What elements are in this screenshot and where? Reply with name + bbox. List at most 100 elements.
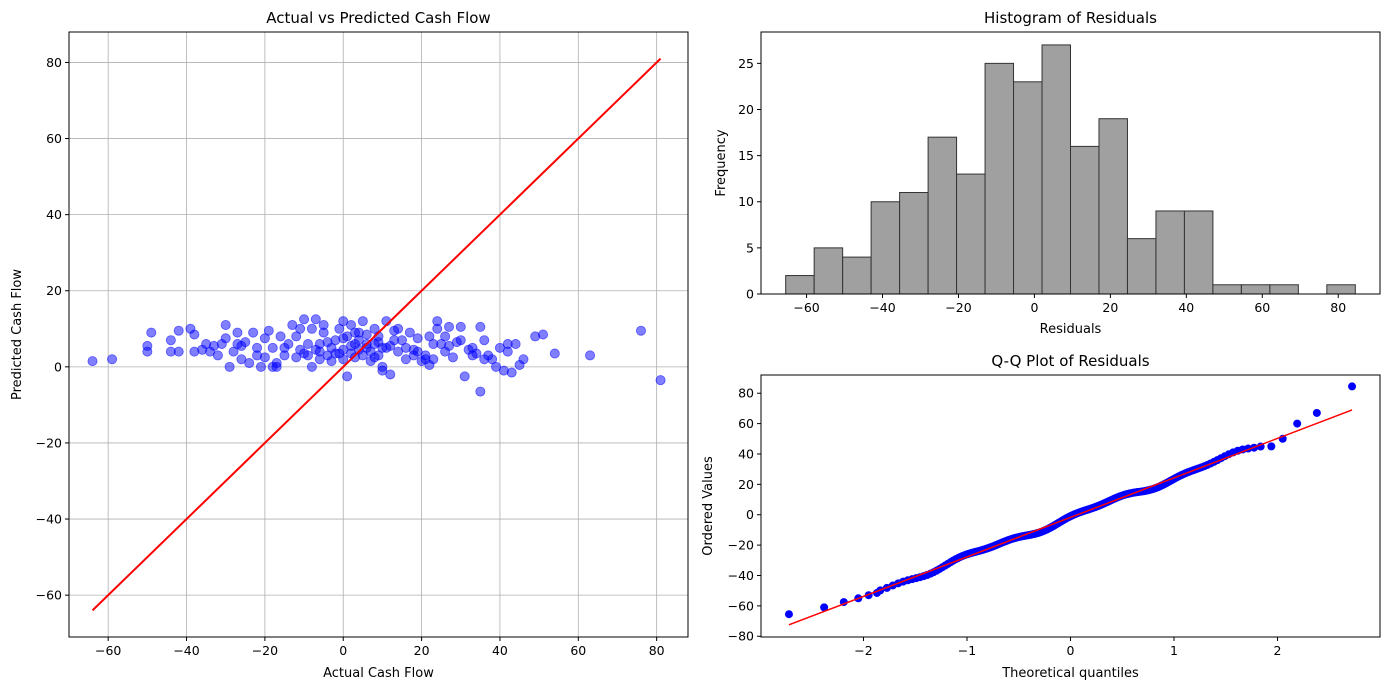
x-tick-label: 1 [1170, 643, 1178, 658]
scatter-point [236, 340, 247, 351]
histogram-bar [1126, 238, 1157, 295]
y-tick-label: 80 [738, 386, 754, 401]
scatter-point [655, 375, 666, 386]
y-tick-label: 15 [738, 148, 754, 163]
histogram-bar [1070, 145, 1100, 295]
histogram-bar [785, 275, 815, 295]
qq-y-ticks: −80 −60 −40 −20 0 20 40 60 80 [728, 386, 761, 644]
scatter-point [295, 323, 306, 334]
y-tick-label: −60 [728, 598, 754, 613]
x-tick-label: 20 [414, 643, 430, 658]
scatter-point [173, 346, 184, 357]
y-tick-label: 80 [46, 55, 62, 70]
histogram-bar [927, 136, 958, 295]
scatter-point [506, 367, 517, 378]
qq-title: Q-Q Plot of Residuals [991, 352, 1149, 370]
scatter-point [349, 339, 360, 350]
scatter-point [338, 333, 349, 344]
scatter-point [232, 327, 243, 338]
x-tick-label: 0 [1030, 300, 1038, 315]
y-tick-label: 60 [46, 131, 62, 146]
qq-point [1312, 408, 1321, 417]
scatter-y-ticks: −60 −40 −20 0 20 40 60 80 [36, 55, 69, 603]
scatter-point [299, 314, 310, 325]
histogram-bar [842, 256, 872, 295]
histogram-bar [1041, 44, 1072, 295]
scatter-point [220, 319, 231, 330]
scatter-chart: Actual vs Predicted Cash Flow −60 −40 −20 0… [10, 9, 689, 681]
scatter-point [255, 361, 266, 372]
scatter-y-label: Predicted Cash Flow [10, 269, 25, 400]
scatter-point [189, 329, 200, 340]
scatter-point [165, 335, 176, 346]
qq-point [1293, 419, 1302, 428]
y-tick-label: −60 [36, 588, 62, 603]
scatter-point [306, 361, 317, 372]
scatter-point [318, 327, 329, 338]
scatter-point [510, 339, 521, 350]
histogram-bar [1240, 284, 1271, 295]
x-tick-label: −60 [793, 300, 819, 315]
scatter-points [87, 314, 666, 397]
x-tick-label: −20 [252, 643, 278, 658]
x-tick-label: 80 [1330, 300, 1346, 315]
qq-y-label: Ordered Values [701, 456, 716, 556]
x-tick-label: −40 [869, 300, 895, 315]
y-tick-label: 5 [746, 240, 754, 255]
scatter-point [408, 350, 419, 361]
scatter-point [467, 342, 478, 353]
x-tick-label: 0 [1067, 643, 1075, 658]
scatter-x-label: Actual Cash Flow [323, 666, 434, 681]
x-tick-label: 40 [1178, 300, 1194, 315]
scatter-point [322, 337, 333, 348]
scatter-point [275, 331, 286, 342]
histogram-title: Histogram of Residuals [984, 9, 1157, 27]
y-tick-label: 40 [738, 446, 754, 461]
histogram-x-label: Residuals [1040, 322, 1102, 337]
histogram-bars [785, 44, 1356, 295]
scatter-x-ticks: −60 −40 −20 0 20 40 60 80 [95, 637, 665, 658]
histogram-bar [813, 247, 844, 295]
histogram-bar [1326, 284, 1356, 295]
y-tick-label: −20 [36, 435, 62, 450]
qq-point [1267, 442, 1276, 451]
scatter-point [224, 361, 235, 372]
scatter-point [447, 352, 458, 363]
qq-points [784, 382, 1357, 619]
histogram-bar [956, 173, 986, 295]
scatter-point [459, 371, 470, 382]
scatter-point [538, 329, 549, 340]
y-tick-label: −20 [728, 538, 754, 553]
scatter-point [393, 323, 404, 334]
histogram-y-label: Frequency [714, 129, 729, 196]
y-tick-label: 60 [738, 416, 754, 431]
scatter-point [420, 354, 431, 365]
histogram-bar [1183, 210, 1214, 295]
x-tick-label: 0 [339, 643, 347, 658]
scatter-point [455, 321, 466, 332]
y-tick-label: −40 [728, 568, 754, 583]
scatter-point [357, 316, 368, 327]
y-tick-label: 25 [738, 56, 754, 71]
qq-x-label: Theoretical quantiles [1001, 666, 1139, 681]
x-tick-label: 80 [649, 643, 665, 658]
scatter-plot-frame [68, 31, 689, 638]
scatter-point [549, 348, 560, 359]
y-tick-label: −80 [728, 629, 754, 644]
y-tick-label: 40 [46, 207, 62, 222]
scatter-point [389, 335, 400, 346]
x-tick-label: −1 [958, 643, 976, 658]
scatter-point [502, 346, 513, 357]
qq-plot-frame [760, 374, 1381, 638]
scatter-point [279, 342, 290, 353]
scatter-point [302, 339, 313, 350]
scatter-point [302, 350, 313, 361]
scatter-reference-line [91, 57, 662, 612]
scatter-point [404, 327, 415, 338]
scatter-point [400, 342, 411, 353]
scatter-point [267, 342, 278, 353]
x-tick-label: −40 [173, 643, 199, 658]
scatter-point [295, 344, 306, 355]
scatter-point [444, 340, 455, 351]
